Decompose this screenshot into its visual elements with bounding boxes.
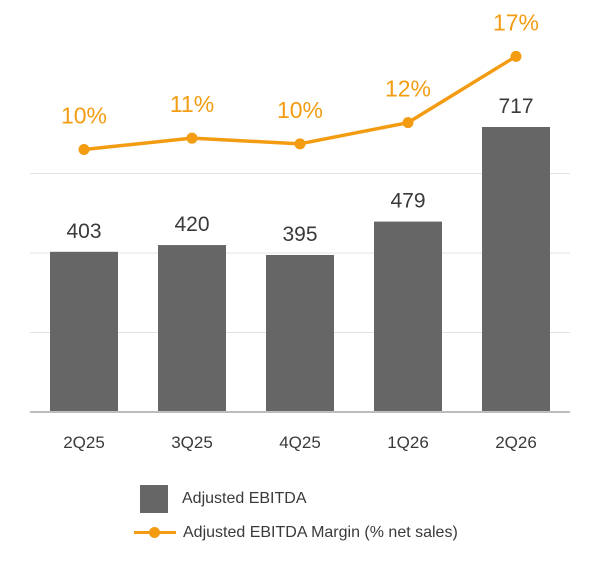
x-tick-label: 3Q25	[171, 433, 213, 452]
bar-value-label: 479	[390, 190, 425, 213]
margin-value-label: 10%	[61, 102, 107, 128]
margin-value-label: 11%	[170, 91, 214, 117]
legend-label-adjusted-ebitda: Adjusted EBITDA	[182, 490, 307, 507]
bar-value-label: 717	[498, 95, 533, 118]
bar	[50, 251, 118, 412]
bar-value-label: 395	[282, 223, 317, 246]
legend-item-adjusted-ebitda: Adjusted EBITDA	[140, 482, 458, 516]
bar	[266, 254, 334, 412]
x-tick-label: 2Q25	[63, 433, 105, 452]
legend: Adjusted EBITDA Adjusted EBITDA Margin (…	[134, 482, 458, 550]
bar	[158, 245, 226, 412]
bar-value-label: 420	[174, 213, 209, 236]
legend-label-adjusted-ebitda-margin: Adjusted EBITDA Margin (% net sales)	[183, 524, 458, 541]
combo-chart: 403 420 395 479 717 2Q25 3Q25 4Q25 1Q26 2Q26 10% 11…	[30, 9, 570, 452]
margin-value-label: 17%	[493, 9, 539, 35]
margin-point	[78, 143, 90, 155]
x-tick-label: 1Q26	[387, 433, 429, 452]
bar-value-label: 403	[66, 220, 101, 243]
legend-swatch-bar	[140, 485, 168, 513]
bar	[482, 126, 550, 413]
margin-point	[294, 138, 306, 150]
margin-point	[510, 50, 522, 62]
margin-value-label: 10%	[277, 97, 323, 123]
legend-swatch-line	[134, 519, 176, 547]
legend-item-adjusted-ebitda-margin: Adjusted EBITDA Margin (% net sales)	[134, 516, 458, 550]
x-tick-label: 2Q26	[495, 433, 537, 452]
margin-point	[402, 117, 414, 129]
margin-value-label: 12%	[385, 76, 431, 102]
margin-point	[186, 132, 198, 144]
bar	[374, 221, 442, 412]
x-tick-label: 4Q25	[279, 433, 321, 452]
